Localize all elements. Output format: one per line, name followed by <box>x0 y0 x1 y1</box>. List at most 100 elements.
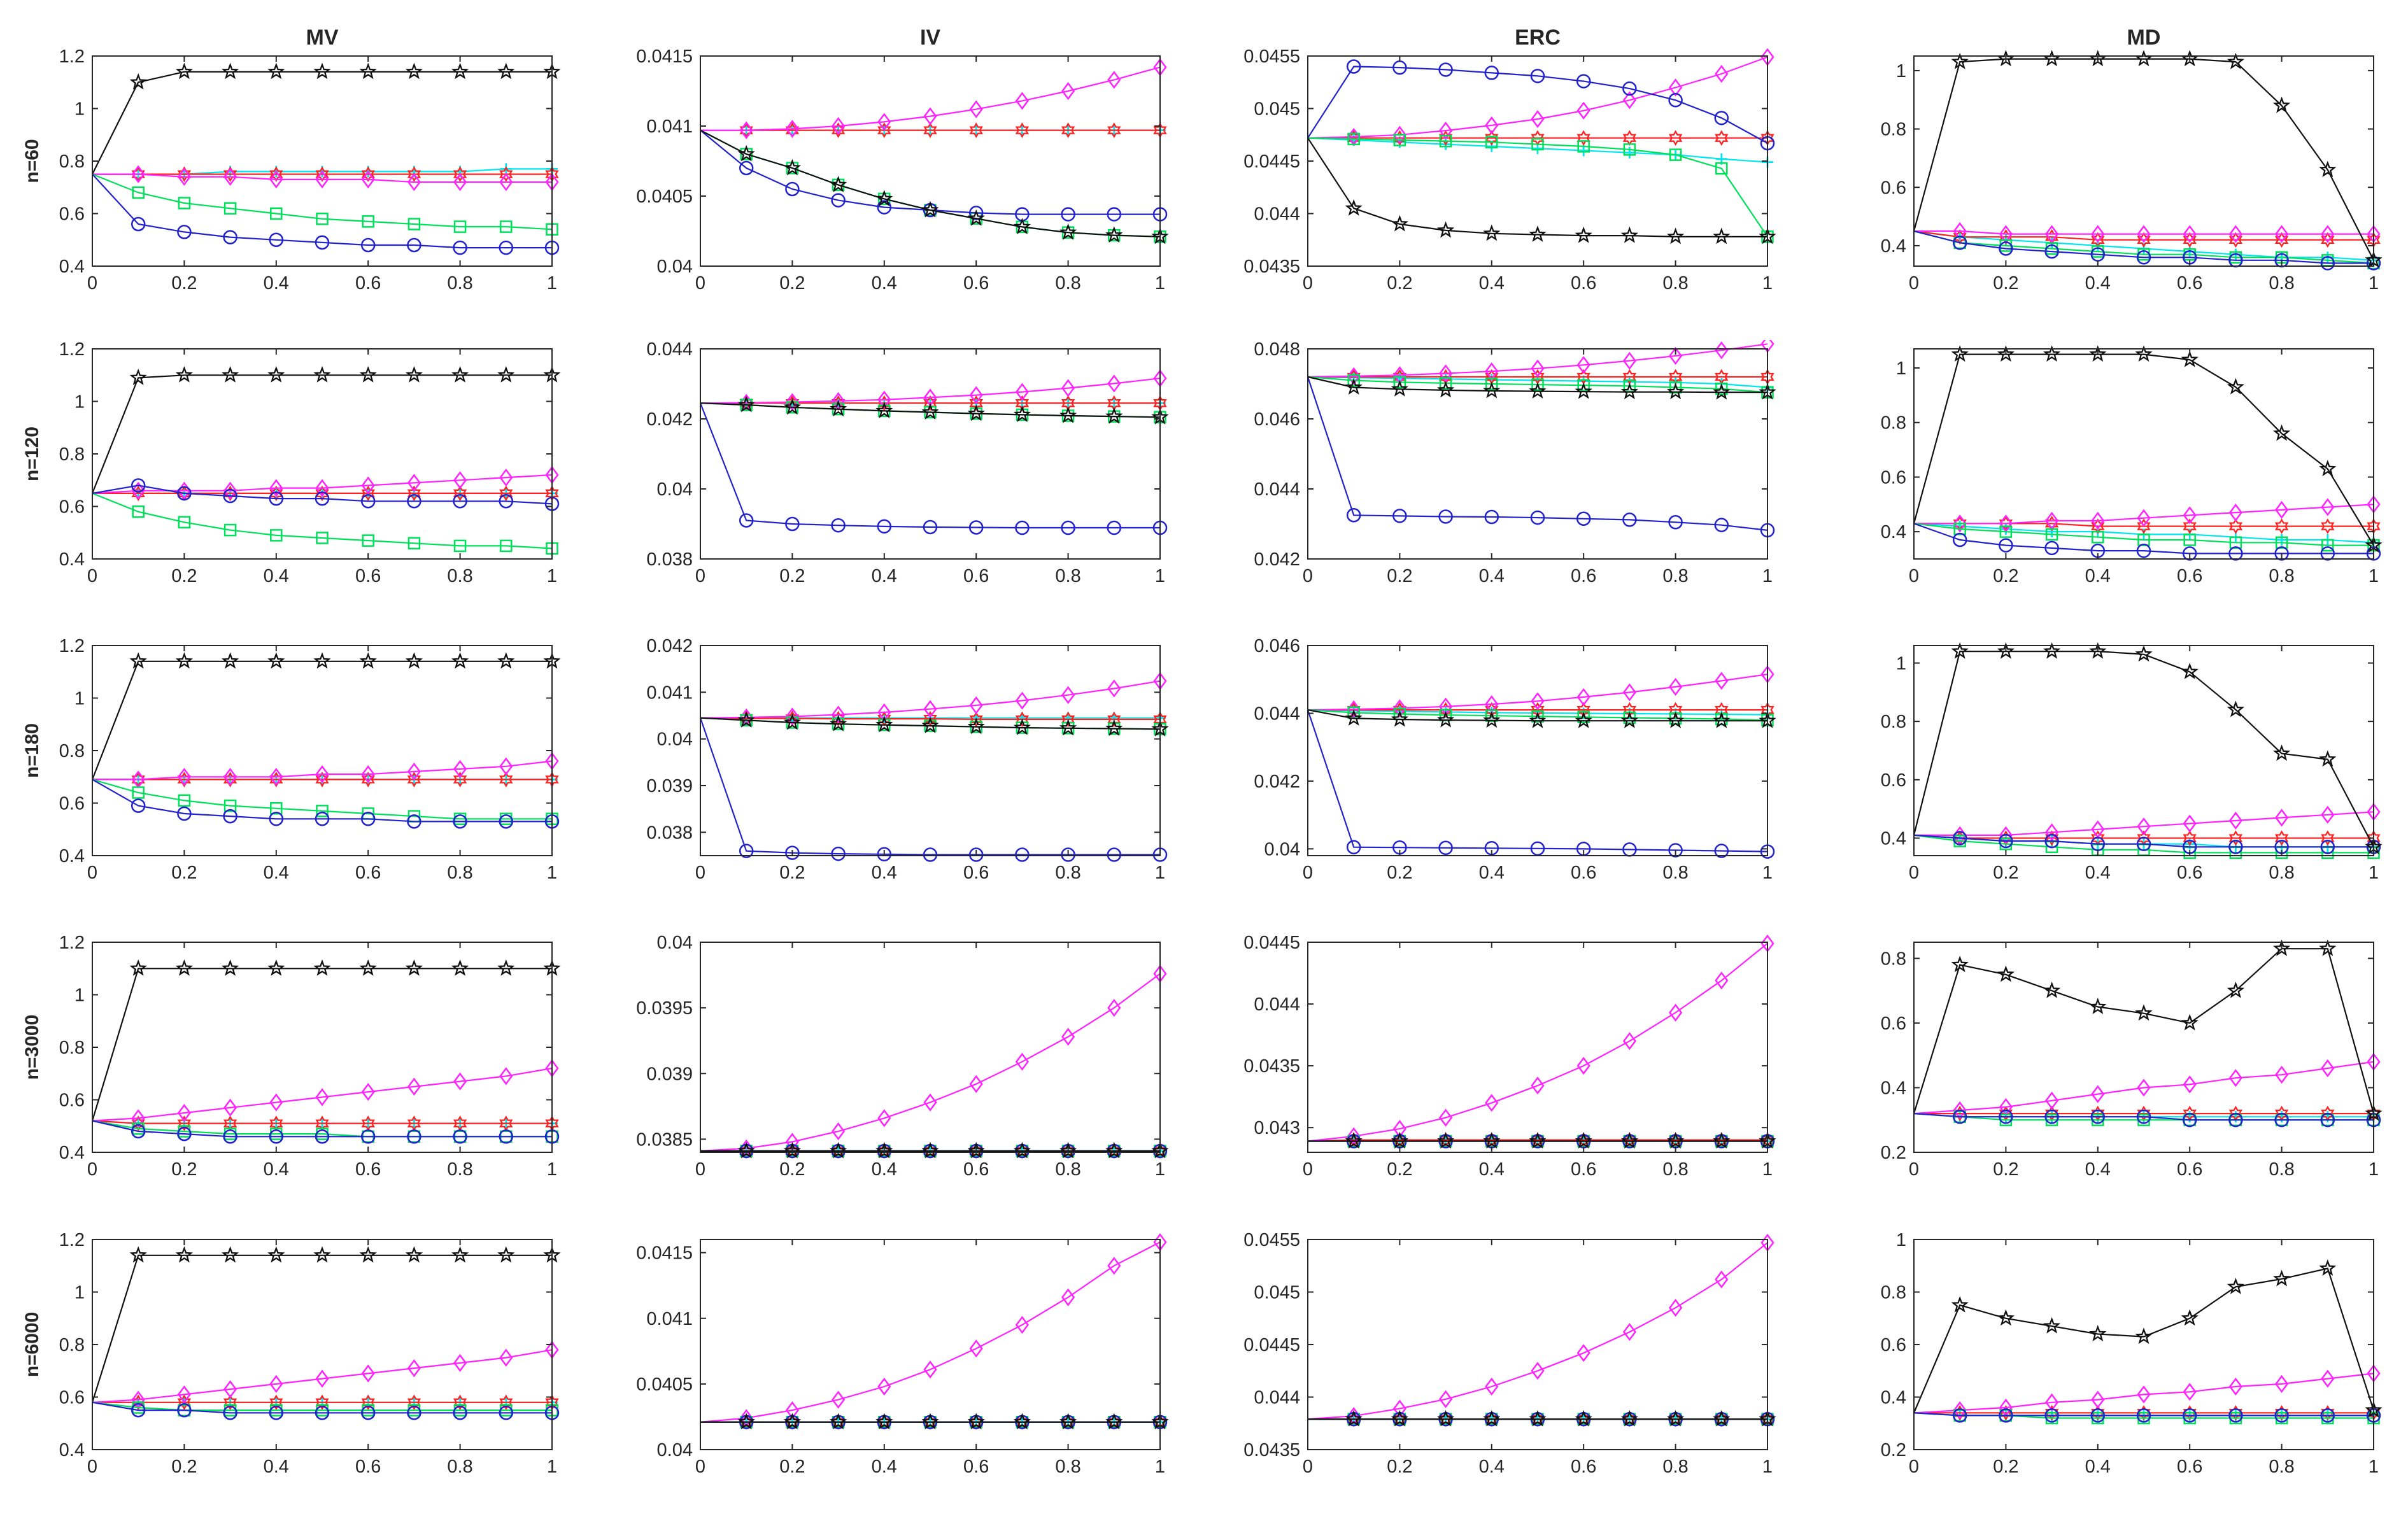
data-point-magenta <box>832 117 846 136</box>
data-point-green <box>500 539 513 553</box>
data-point-blue <box>131 1124 146 1139</box>
data-point-black <box>1436 710 1455 728</box>
series-line-black <box>1913 651 2374 847</box>
data-point-blue <box>177 486 192 501</box>
data-point-green <box>453 220 467 233</box>
data-point-black <box>405 366 423 383</box>
plot-content <box>91 959 561 1144</box>
x-tick-label: 0.6 <box>2177 1159 2202 1180</box>
data-point-black <box>1666 227 1685 244</box>
x-tick-label: 1 <box>1762 1159 1773 1180</box>
column-titles: MV IV ERC MD <box>306 25 2161 50</box>
x-tick-label: 1 <box>1155 1159 1165 1180</box>
data-point-magenta <box>407 1359 421 1378</box>
data-point-black <box>783 398 802 415</box>
panel-md-n-120: 0 0.2 0.4 0.6 0.8 1 0.4 0.6 0.8 1 <box>1881 345 2383 586</box>
y-tick-label: 0.6 <box>1881 1335 1906 1355</box>
data-point-magenta <box>832 1390 846 1409</box>
data-point-black <box>1666 1409 1685 1427</box>
series-line-black <box>1307 376 1767 393</box>
data-point-red <box>2137 1405 2151 1421</box>
series-line-black <box>91 968 552 1121</box>
series-line-black <box>91 1254 552 1403</box>
data-point-black <box>1105 719 1123 737</box>
data-point-red <box>2274 830 2289 846</box>
data-point-red <box>1668 702 1683 718</box>
data-point-green <box>132 505 145 518</box>
data-point-blue <box>223 488 237 504</box>
data-point-blue <box>2136 1109 2151 1124</box>
data-point-black <box>451 652 469 669</box>
data-point-magenta <box>2137 817 2151 836</box>
plot-content <box>91 366 561 555</box>
data-point-blue <box>2136 837 2151 851</box>
data-point-black <box>783 159 802 176</box>
data-point-black <box>1951 642 1969 659</box>
data-point-green <box>178 794 191 807</box>
series-blue <box>92 1120 560 1144</box>
series-line-black <box>1307 138 1767 237</box>
data-point-blue <box>968 206 984 220</box>
data-point-green <box>2092 530 2104 544</box>
data-point-black <box>783 713 802 730</box>
data-point-black <box>967 1141 985 1159</box>
y-tick-label: 0.4 <box>59 1143 85 1163</box>
data-point-blue <box>831 518 846 533</box>
data-point-magenta <box>1953 1401 1967 1420</box>
x-tick-label: 0.2 <box>1993 1457 2018 1477</box>
data-point-black <box>451 62 469 80</box>
series-green <box>1913 523 2380 552</box>
x-tick-label: 0 <box>1909 273 1919 293</box>
data-point-black <box>267 652 285 669</box>
data-point-black <box>1345 1409 1363 1427</box>
x-tick-label: 1 <box>547 566 557 586</box>
x-tick-label: 0.8 <box>1055 863 1080 883</box>
data-point-blue <box>1999 1408 2013 1423</box>
data-point-red <box>2228 830 2243 846</box>
data-point-blue <box>1999 538 2013 553</box>
data-point-magenta <box>315 1088 329 1106</box>
data-point-red <box>1485 130 1499 146</box>
series-green <box>92 173 558 236</box>
y-tick-label: 1 <box>74 392 85 413</box>
data-point-magenta <box>1107 71 1121 89</box>
data-point-magenta <box>1715 971 1729 990</box>
data-point-red <box>2228 518 2243 534</box>
data-point-magenta <box>1015 1315 1029 1334</box>
plot-area <box>700 942 1160 1152</box>
data-point-magenta <box>499 1348 513 1367</box>
data-point-magenta <box>315 1369 329 1388</box>
y-tick-label: 0.6 <box>59 1091 85 1111</box>
data-point-black <box>2043 981 2061 998</box>
x-tick-label: 0.8 <box>447 273 472 293</box>
data-point-magenta <box>453 471 467 490</box>
x-tick-label: 0 <box>87 863 97 883</box>
series-black <box>1913 1259 2383 1418</box>
data-point-blue <box>1107 207 1122 222</box>
x-tick-label: 0.6 <box>1571 1457 1596 1477</box>
data-point-blue <box>2182 1408 2197 1423</box>
plot-content <box>1307 1233 1776 1427</box>
y-tick-label: 0.2 <box>1881 1143 1906 1163</box>
series-line-green <box>92 779 552 820</box>
data-point-blue <box>1484 66 1499 80</box>
y-tick-label: 0.044 <box>1254 204 1300 225</box>
data-point-black <box>1483 711 1501 728</box>
x-tick-label: 0.4 <box>872 273 897 293</box>
data-point-magenta <box>1061 686 1075 704</box>
panel-mv-n-120: 0 0.2 0.4 0.6 0.8 1 0.4 0.6 0.8 1 1.2 <box>59 339 561 586</box>
data-point-magenta <box>969 386 983 404</box>
data-point-blue <box>2044 244 2059 259</box>
data-point-magenta <box>877 390 891 409</box>
series-line-magenta <box>700 378 1161 404</box>
data-point-green <box>223 202 237 215</box>
data-point-black <box>497 1246 515 1263</box>
series-black <box>92 62 561 175</box>
row-label-n-3000: n=3000 <box>22 1015 43 1080</box>
data-point-green <box>132 786 145 799</box>
x-tick-label: 0.6 <box>2177 273 2202 293</box>
series-line-black <box>1307 709 1767 722</box>
data-point-magenta <box>177 167 191 186</box>
data-point-red <box>969 711 983 728</box>
x-tick-label: 0.8 <box>2269 1159 2294 1180</box>
